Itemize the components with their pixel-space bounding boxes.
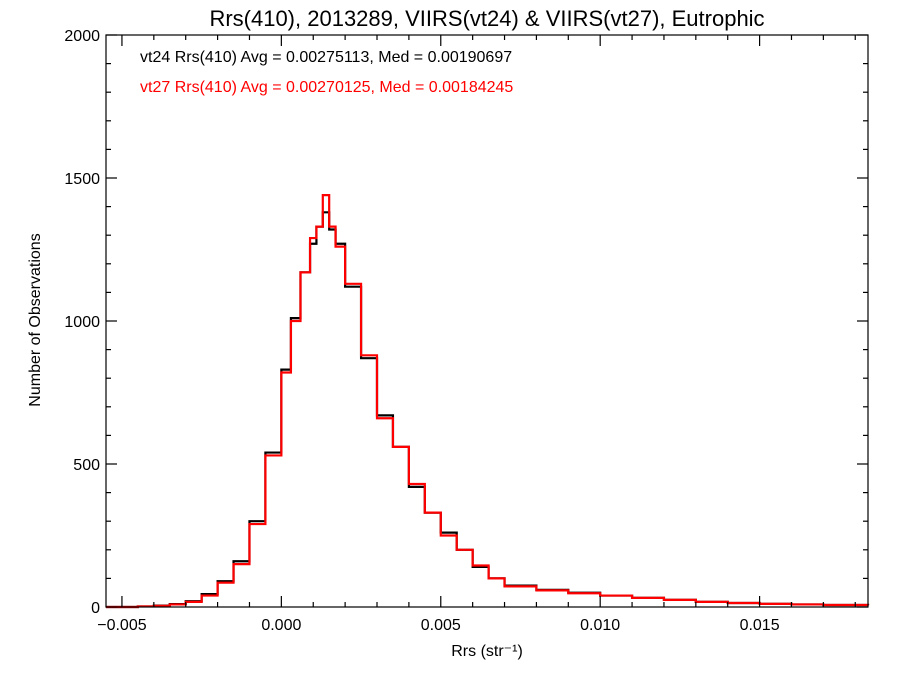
y-tick-label: 500 [73, 457, 100, 474]
y-tick-label: 1000 [64, 314, 100, 331]
annotation-vt24: vt24 Rrs(410) Avg = 0.00275113, Med = 0.… [140, 49, 512, 66]
y-tick-label: 1500 [64, 171, 100, 188]
y-tick-label: 2000 [64, 28, 100, 45]
x-tick-label: 0.005 [421, 617, 461, 634]
annotation-vt27: vt27 Rrs(410) Avg = 0.00270125, Med = 0.… [140, 79, 513, 96]
series-layer [106, 194, 870, 609]
y-tick-label: 0 [91, 600, 100, 617]
x-tick-label: −0.005 [97, 617, 146, 634]
ticks-layer: −0.005 0.000 0.005 0.010 0.015 0 500 1000 1500 20… [64, 28, 868, 634]
y-axis-label: Number of Observations [27, 233, 44, 406]
series-line-vt27 [106, 194, 870, 609]
x-axis-label: Rrs (str⁻¹) [451, 643, 523, 660]
plot-frame [105, 34, 869, 608]
x-tick-label: 0.015 [740, 617, 780, 634]
x-tick-label: 0.000 [261, 617, 301, 634]
chart-title: Rrs(410), 2013289, VIIRS(vt24) & VIIRS(v… [209, 6, 764, 31]
series-line-vt24 [106, 211, 870, 609]
x-tick-label: 0.010 [580, 617, 620, 634]
